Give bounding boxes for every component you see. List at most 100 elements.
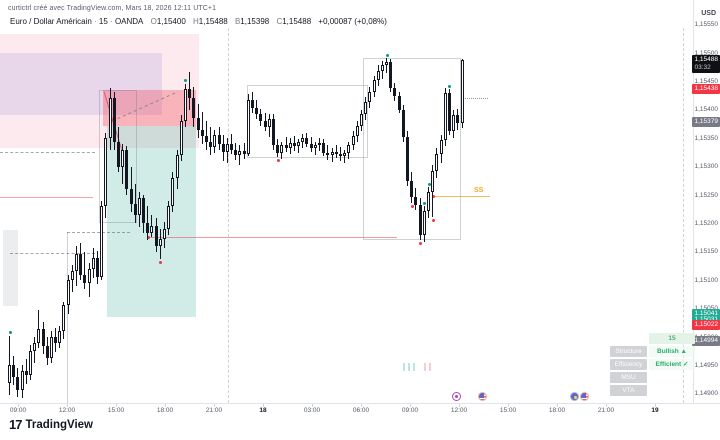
gray-dashed-trendline[interactable] [111,91,179,122]
candle-body [196,117,200,131]
candle-wick [298,139,300,153]
zone-gray [3,230,18,306]
candle-body [58,331,62,343]
day-separator-1[interactable] [228,28,229,403]
open-label: O [150,17,157,26]
panel-row-efficiency: Efficiency Efficient ✓ [610,359,696,370]
candle-body [62,305,66,332]
candle-body [183,89,187,122]
candle-body [104,138,108,207]
time-tick: 15:00 [499,407,517,414]
swing-high-marker [385,53,389,57]
candle-body [75,254,79,272]
candle-body [439,140,443,155]
low-label: B [234,17,241,26]
ss-level-label: SS [474,187,484,194]
candle-body [204,135,208,142]
delta-tick [429,363,431,371]
candle-wick [386,58,388,73]
dashed-level-2[interactable] [67,231,130,233]
price-axis[interactable]: USD 1,15550 1,15500 1,15450 1,15400 1,15350 1… [691,0,720,403]
candle-body [66,280,70,306]
price-tick: 1,15300 [694,163,719,171]
candle-body [343,152,347,157]
time-tick-mark [410,404,411,407]
level-price-label: 1,15379 [691,117,720,128]
time-tick: 18:00 [156,407,174,414]
price-tick: 1,15100 [694,276,719,284]
pink-level[interactable] [0,196,93,198]
price-tick: 1,15050 [695,305,719,312]
candle-body [276,145,280,153]
candle-body [221,143,225,152]
candle-body [28,350,32,375]
price-tick: 1,14950 [694,361,719,369]
red-level[interactable] [148,237,397,239]
price-tick: 1,15150 [694,248,719,256]
candle-body [263,121,267,127]
candle-body [142,198,146,224]
us-flag-icon[interactable] [478,392,487,401]
candle-body [87,268,91,283]
candle-body [234,149,238,156]
candle-body [355,125,359,136]
day-separator-2[interactable] [683,28,684,403]
box-decline-2[interactable] [363,58,461,240]
candle-wick [344,149,346,164]
candle-body [259,114,263,122]
candle-body [192,98,196,118]
time-tick: 09:00 [9,407,27,414]
time-tick: 21:00 [597,407,615,414]
box-decline-1[interactable] [99,89,137,224]
low-value: 1,15398 [240,17,270,26]
economic-event-icon[interactable] [452,392,461,401]
eu-flag-icon[interactable] [570,392,579,401]
candle-body [397,96,401,110]
close-label: C [276,17,283,26]
candle-body [20,371,24,391]
candle-body [380,65,384,72]
indicator-panel: 15 Structure Bullish ▲ Efficiency Effici… [610,333,696,398]
level-price-label: 1,15031 [691,314,720,326]
candle-wick [239,145,241,166]
red-level-anchor-dot [147,235,150,239]
candle-body [146,223,150,233]
candle-body [167,206,171,230]
candle-body [288,142,292,149]
candle-body [16,376,20,391]
session-vline-solid[interactable] [67,231,68,403]
close-value: 1,15488 [282,17,312,26]
orange-ss-level[interactable] [433,196,490,198]
time-axis[interactable]: 09:00 12:00 15:00 18:00 21:00 18 03:00 06:00 09:… [0,403,720,417]
bar-countdown: 03:32 [694,63,711,71]
candle-body [91,257,95,269]
open-value: 1,15400 [156,17,186,26]
candle-body [351,135,355,146]
swing-high-marker [184,79,188,83]
candle-body [443,92,447,141]
panel-value-structure: Bullish ▲ [649,346,695,357]
panel-period-row: 15 [610,333,696,344]
dashed-level-1[interactable] [0,151,95,153]
interval-label: 15 [98,17,108,26]
delta-tick [408,363,410,371]
exchange-label: OANDA [114,17,144,26]
chart-canvas[interactable]: SS [0,0,693,403]
candle-body [414,197,418,206]
time-tick-mark [67,404,68,407]
swing-high-marker [448,84,452,88]
time-tick-mark [508,404,509,407]
tradingview-logo[interactable]: 17 TradingView [9,417,93,432]
delta-tick [424,363,426,371]
candle-body [359,114,363,126]
panel-label-structure: Structure [610,346,647,357]
dashed-level-3[interactable] [10,252,95,254]
candle-body [309,143,313,149]
level-price-label: 1,15022 [691,320,720,331]
candle-body [292,142,296,147]
dotted-high-ext[interactable] [462,98,488,100]
us-flag-icon[interactable] [580,392,589,401]
high-label: H [193,17,199,26]
candle-body [200,130,204,136]
time-tick-mark [361,404,362,407]
